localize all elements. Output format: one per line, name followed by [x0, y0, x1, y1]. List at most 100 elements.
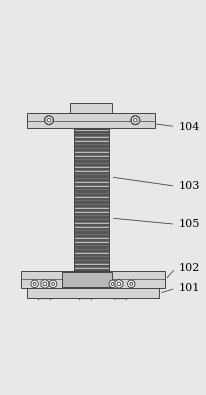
Bar [73, 239, 108, 241]
Bar [73, 129, 108, 271]
Bar [73, 216, 108, 219]
Bar [73, 252, 108, 254]
Bar [113, 298, 125, 301]
Bar [73, 204, 108, 205]
Circle shape [127, 280, 134, 288]
Bar [73, 179, 108, 181]
Bar [73, 133, 108, 134]
Bar [73, 196, 108, 198]
Bar [73, 269, 108, 271]
Bar [73, 237, 108, 239]
Bar [73, 171, 108, 174]
Bar [73, 174, 108, 175]
Bar [73, 246, 108, 248]
Bar [37, 298, 50, 301]
Bar [73, 129, 108, 130]
Bar [73, 194, 108, 196]
Bar [73, 134, 108, 137]
Bar [73, 140, 108, 142]
Bar [73, 233, 108, 235]
Bar [73, 144, 108, 145]
Circle shape [49, 280, 57, 288]
Bar [73, 228, 108, 230]
Bar [73, 260, 108, 261]
Bar [73, 157, 108, 159]
Bar [73, 245, 108, 246]
Bar [73, 230, 108, 231]
Bar [73, 178, 108, 179]
Bar [69, 103, 111, 113]
Bar [73, 248, 108, 250]
Bar [73, 198, 108, 200]
Bar [73, 224, 108, 226]
Bar [73, 207, 108, 209]
Circle shape [33, 282, 36, 285]
Bar [73, 148, 108, 149]
Bar [73, 185, 108, 186]
Bar [73, 164, 108, 166]
Text: 102: 102 [178, 263, 199, 273]
Bar [73, 168, 108, 170]
Bar [73, 163, 108, 164]
Circle shape [129, 282, 132, 285]
Polygon shape [45, 116, 53, 125]
Bar [73, 129, 78, 271]
Bar [73, 258, 108, 260]
Circle shape [133, 118, 137, 122]
Bar [62, 272, 111, 287]
Bar [73, 192, 108, 194]
Bar [73, 137, 108, 138]
Bar [73, 209, 108, 211]
Bar [73, 183, 108, 185]
Bar [73, 215, 108, 216]
Bar [73, 219, 108, 220]
Bar [73, 181, 108, 183]
Bar [73, 166, 108, 168]
Text: 101: 101 [178, 283, 199, 293]
Bar [73, 265, 108, 267]
Bar [78, 298, 91, 301]
Bar [73, 222, 108, 224]
Bar [73, 201, 108, 204]
Bar [27, 113, 154, 128]
Bar [73, 160, 108, 163]
Text: 104: 104 [178, 122, 199, 132]
Bar [73, 254, 108, 256]
Bar [73, 211, 108, 213]
Circle shape [130, 116, 139, 125]
Bar [73, 159, 108, 160]
Bar [73, 145, 108, 148]
Bar [73, 153, 108, 155]
Circle shape [109, 280, 116, 288]
Bar [73, 200, 108, 201]
Bar [73, 226, 108, 228]
Bar [73, 213, 108, 215]
Bar [73, 220, 108, 222]
Circle shape [44, 116, 53, 125]
Bar [73, 261, 108, 263]
Bar [73, 250, 108, 252]
Bar [73, 130, 108, 133]
Bar [21, 271, 164, 288]
Bar [73, 267, 108, 269]
Circle shape [47, 118, 51, 122]
Bar [73, 263, 108, 265]
Bar [73, 189, 108, 190]
Text: 103: 103 [178, 181, 199, 191]
Polygon shape [115, 279, 122, 288]
Circle shape [43, 282, 47, 286]
Bar [73, 205, 108, 207]
Text: 105: 105 [178, 219, 199, 229]
Bar [73, 175, 108, 178]
Circle shape [52, 282, 54, 285]
Circle shape [111, 282, 114, 285]
Bar [73, 155, 108, 157]
Polygon shape [131, 116, 139, 125]
Bar [73, 138, 108, 140]
Bar [73, 170, 108, 171]
Bar [73, 149, 108, 151]
Bar [73, 241, 108, 243]
Bar [73, 142, 108, 144]
Bar [73, 235, 108, 237]
Bar [73, 151, 108, 153]
